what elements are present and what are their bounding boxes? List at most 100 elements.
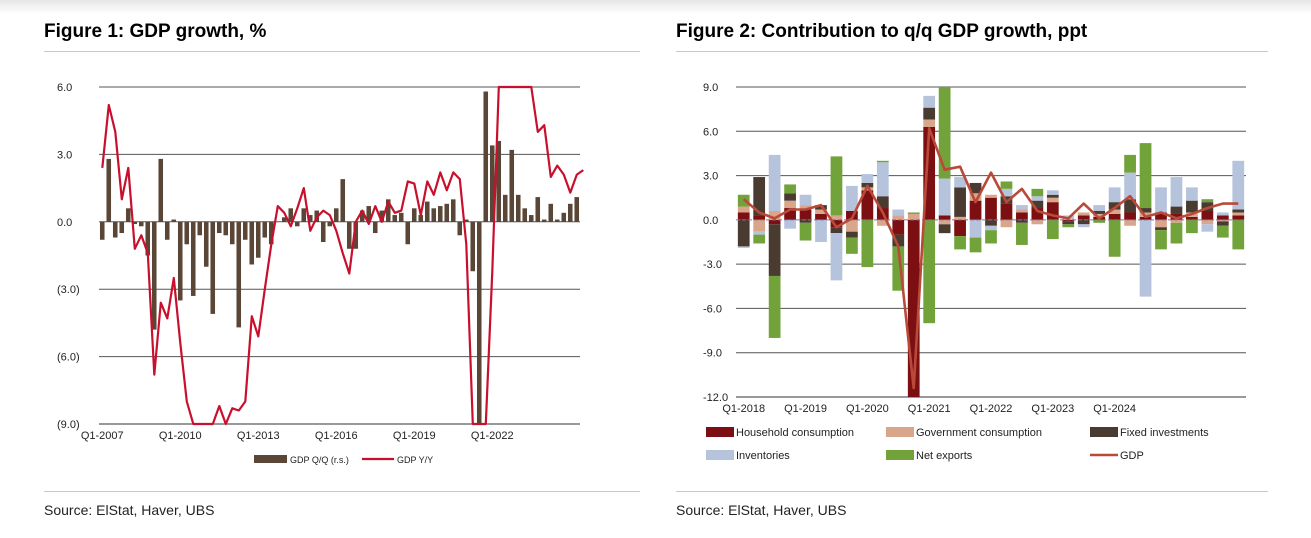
net_exports-bar	[954, 236, 966, 250]
net_exports-bar	[892, 246, 905, 291]
fixed-bar	[1108, 202, 1121, 210]
inventories-bar	[876, 162, 889, 197]
gdp-qq-bar	[574, 197, 580, 222]
household-bar	[892, 219, 905, 235]
y-tick-label: 3.0	[703, 171, 718, 183]
inventories-bar	[861, 174, 874, 183]
inventories-bar	[815, 219, 827, 242]
x-tick-label: Q1-2020	[846, 403, 889, 415]
x-tick-label: Q1-2018	[722, 403, 765, 415]
fixed-bar	[1216, 221, 1229, 226]
x-tick-label: Q1-2024	[1093, 403, 1136, 415]
net_exports-bar	[1170, 222, 1183, 244]
x-tick-label: Q1-2019	[784, 403, 827, 415]
inventories-bar	[1216, 212, 1229, 216]
gdp-qq-bar	[197, 221, 203, 236]
gdp-qq-bar	[177, 221, 183, 301]
gdp-qq-bar	[411, 208, 417, 222]
net_exports-bar	[1046, 219, 1059, 240]
gdp-qq-bar	[119, 221, 125, 234]
household-bar	[1201, 211, 1214, 220]
inventories-bar	[1124, 172, 1136, 200]
net_exports-bar	[753, 234, 766, 244]
figure-1-bottom-rule	[44, 491, 640, 492]
net_exports-bar	[784, 184, 796, 194]
gdp-qq-bar	[242, 221, 248, 240]
government-bar	[799, 205, 812, 210]
government-bar	[1232, 212, 1245, 216]
household-bar	[1108, 213, 1121, 220]
household-bar	[1155, 212, 1167, 220]
government-bar	[938, 219, 951, 225]
fixed-bar	[892, 234, 905, 247]
gdp-qq-bar	[255, 221, 261, 258]
household-bar	[1170, 213, 1183, 220]
legend-net_exports-label: Net exports	[916, 450, 973, 462]
household-bar	[1216, 215, 1229, 220]
household-bar	[1000, 203, 1013, 220]
household-bar	[1077, 215, 1090, 220]
fixed-bar	[954, 187, 966, 217]
gdp-qq-bar	[145, 221, 151, 256]
net_exports-bar	[985, 230, 997, 244]
inventories-bar	[784, 219, 796, 229]
gdp-qq-bar	[190, 221, 196, 296]
government-bar	[923, 119, 936, 127]
y-tick-label: 0.0	[57, 217, 72, 229]
inventories-bar	[969, 219, 982, 238]
gdp-qq-bar	[112, 221, 118, 238]
fixed-bar	[1016, 219, 1028, 223]
gdp-qq-bar	[346, 221, 352, 249]
household-bar	[1016, 212, 1028, 220]
inventories-bar	[1155, 187, 1167, 213]
fixed-bar	[1093, 211, 1106, 214]
net_exports-bar	[1000, 181, 1013, 189]
government-bar	[876, 219, 889, 226]
government-bar	[892, 215, 905, 220]
y-tick-label: -9.0	[703, 348, 722, 360]
inventories-bar	[1016, 205, 1028, 210]
gdp-qq-bar	[223, 221, 229, 236]
gdp-qq-bar	[268, 221, 274, 245]
gdp-qq-bar	[216, 221, 222, 234]
figure-2-source: Source: ElStat, Haver, UBS	[676, 502, 847, 518]
legend-gdp-qq-swatch	[254, 455, 287, 463]
inventories-bar	[846, 185, 858, 211]
net_exports-bar	[846, 237, 858, 254]
y-tick-label: 6.0	[57, 82, 72, 94]
government-bar	[1216, 219, 1229, 222]
government-bar	[954, 216, 966, 220]
gdp-qq-bar	[203, 221, 209, 267]
gdp-qq-bar	[229, 221, 235, 245]
fixed-bar	[1077, 219, 1090, 225]
gdp-qq-bar	[509, 149, 515, 222]
household-bar	[907, 219, 920, 397]
net_exports-bar	[969, 237, 982, 253]
government-bar	[1108, 209, 1121, 214]
fixed-bar	[753, 177, 766, 216]
gdp-qq-bar	[281, 217, 287, 222]
government-bar	[784, 200, 796, 209]
legend-gdp-label: GDP	[1120, 450, 1144, 462]
legend-inventories-label: Inventories	[736, 450, 790, 462]
government-bar	[1170, 219, 1183, 223]
government-bar	[1201, 219, 1214, 225]
net_exports-bar	[1124, 154, 1136, 173]
net_exports-bar	[1201, 199, 1214, 203]
inventories-bar	[1139, 219, 1152, 297]
household-bar	[768, 219, 781, 225]
government-bar	[815, 209, 827, 214]
government-bar	[1031, 219, 1044, 225]
government-bar	[969, 193, 982, 201]
legend-inventories-swatch	[706, 450, 734, 460]
gdp-qq-bar	[164, 221, 170, 240]
x-tick-label: Q1-2022	[471, 430, 514, 442]
gdp-qq-bar	[437, 206, 443, 222]
x-tick-label: Q1-2023	[1031, 403, 1074, 415]
government-bar	[846, 219, 858, 232]
net_exports-bar	[861, 219, 874, 268]
fixed-bar	[737, 219, 750, 247]
household-bar	[1139, 216, 1152, 220]
inventories-bar	[737, 246, 750, 248]
household-bar	[737, 212, 750, 220]
